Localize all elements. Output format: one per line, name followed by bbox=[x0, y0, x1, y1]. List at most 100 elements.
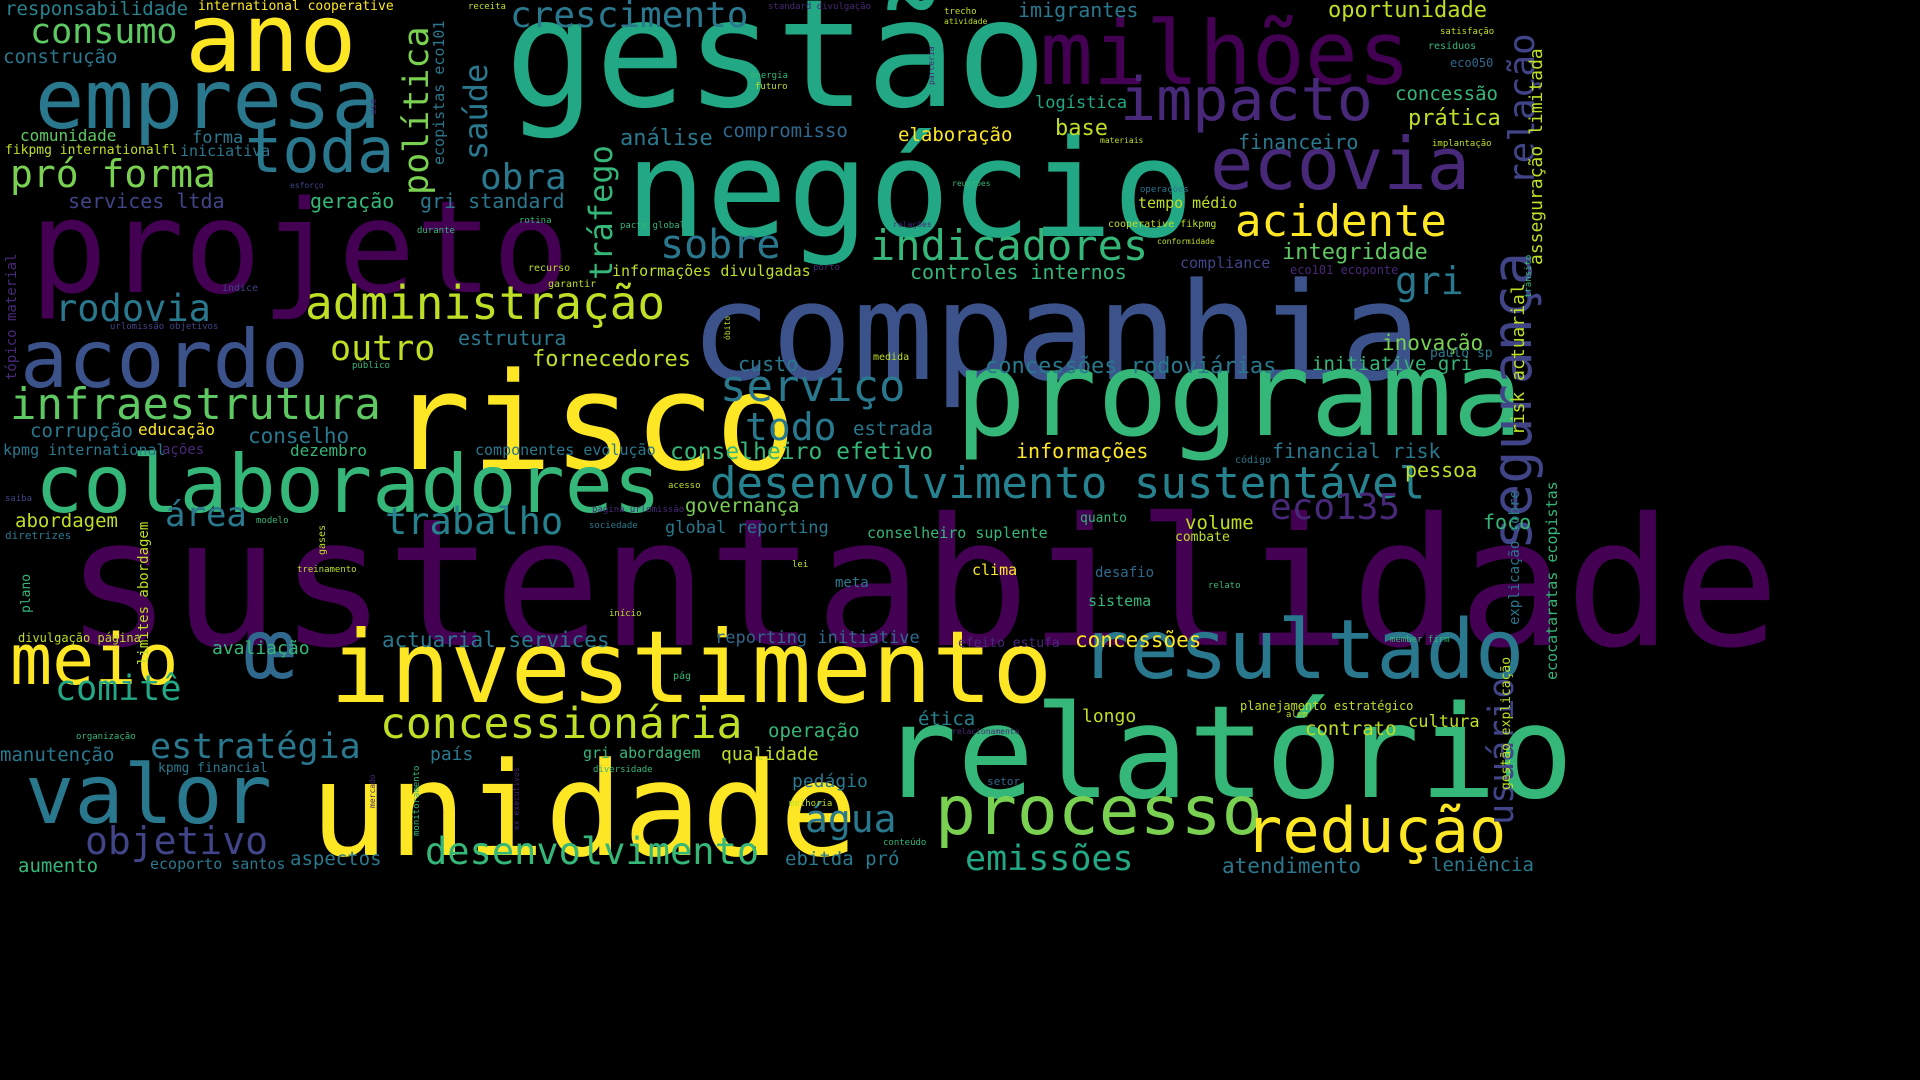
word: operações bbox=[1140, 185, 1189, 195]
word: negócio bbox=[625, 111, 1194, 268]
word: urlomissão objetivos bbox=[110, 322, 219, 332]
word: monitoramento bbox=[412, 765, 422, 836]
word: futuro bbox=[755, 82, 788, 92]
word: relato bbox=[1208, 581, 1241, 591]
word: services ltda bbox=[68, 189, 225, 213]
word: código bbox=[1235, 455, 1272, 466]
word: qualidade bbox=[721, 744, 819, 765]
word: financeiro bbox=[1238, 130, 1359, 154]
word: página urlomissão bbox=[592, 505, 685, 515]
word: valor bbox=[25, 748, 272, 843]
word: gri bbox=[1395, 259, 1464, 303]
word: colaboradores bbox=[35, 438, 662, 531]
word: international cooperative bbox=[198, 0, 394, 14]
word: cooperative fikpmg bbox=[1108, 219, 1217, 230]
word: eco050 bbox=[1450, 56, 1494, 70]
word: milhões bbox=[1040, 2, 1411, 105]
word: companhia bbox=[690, 254, 1422, 411]
word: comunidade bbox=[20, 126, 117, 145]
word: mercado bbox=[368, 774, 377, 808]
word: compliance bbox=[1180, 254, 1271, 272]
word: volume bbox=[1185, 512, 1254, 534]
word: análise bbox=[620, 126, 713, 151]
word: trabalho bbox=[385, 500, 564, 543]
word: ano bbox=[185, 0, 357, 94]
word: componentes evolução bbox=[475, 441, 656, 459]
word: construção bbox=[3, 46, 118, 68]
word: responsabilidade bbox=[5, 0, 189, 20]
word: estrutura bbox=[458, 326, 567, 350]
word: porto bbox=[813, 263, 841, 273]
word: acidente bbox=[1235, 196, 1447, 247]
word: clima bbox=[972, 561, 1018, 579]
word: actuarial services bbox=[382, 628, 610, 652]
word: início bbox=[609, 609, 642, 619]
word: trecho bbox=[944, 7, 977, 17]
word: comitê bbox=[55, 669, 182, 709]
word: ética bbox=[918, 708, 976, 730]
word: materiais bbox=[1100, 136, 1144, 145]
word: estratégia bbox=[150, 727, 361, 767]
word: relatório bbox=[880, 679, 1574, 828]
word: gri standard bbox=[420, 189, 565, 213]
word: trânsito bbox=[1524, 254, 1534, 298]
word: pedágio bbox=[792, 771, 868, 792]
word: gestão bbox=[505, 0, 1047, 142]
word: desafio bbox=[1095, 565, 1155, 581]
word: consumo bbox=[30, 12, 178, 52]
word: conselheiro suplente bbox=[867, 524, 1048, 542]
word: gases bbox=[317, 524, 328, 555]
word: prática bbox=[1408, 106, 1501, 131]
word: informações bbox=[1016, 439, 1149, 463]
word: efeito estufa bbox=[958, 636, 1060, 651]
word: inovação bbox=[1382, 331, 1484, 355]
word: abordagem bbox=[15, 510, 118, 532]
word: emissões bbox=[965, 839, 1134, 879]
word: melhoria bbox=[789, 799, 833, 809]
word: longo bbox=[1082, 706, 1137, 727]
word: uso bbox=[369, 98, 379, 115]
word: resíduos bbox=[1428, 41, 1477, 52]
word: reporting initiative bbox=[715, 628, 920, 648]
word: reuniões bbox=[952, 179, 991, 188]
word: corrupção bbox=[30, 420, 133, 442]
word: governança bbox=[685, 495, 800, 517]
word: empresa bbox=[35, 53, 381, 148]
word: desenvolvimento sustentável bbox=[710, 458, 1426, 509]
word: durante bbox=[417, 226, 455, 236]
word: garantir bbox=[548, 279, 597, 290]
word: dezembro bbox=[290, 441, 368, 460]
word: combate bbox=[1175, 530, 1230, 545]
word: fikpmg internationalfl bbox=[5, 143, 178, 158]
word: tempo médio bbox=[1138, 194, 1238, 212]
word: planejamento estratégico bbox=[1240, 699, 1414, 713]
word: todo bbox=[745, 405, 837, 449]
word: meta bbox=[835, 575, 869, 591]
word: projeto bbox=[30, 174, 570, 323]
word: pág bbox=[673, 671, 692, 682]
word: iniciativa bbox=[180, 142, 271, 160]
word: quanto bbox=[1080, 511, 1127, 526]
word: implantação bbox=[1432, 139, 1492, 149]
word: sociedade bbox=[589, 521, 638, 531]
word: concessão bbox=[1395, 83, 1498, 105]
word: organização bbox=[76, 732, 136, 742]
word: asseguração limitada bbox=[1526, 48, 1547, 265]
word: custo bbox=[738, 352, 799, 376]
word: sustentabilidade bbox=[65, 480, 1780, 687]
word: serviço bbox=[720, 361, 906, 412]
word: pessoa bbox=[1405, 458, 1478, 482]
word: divulgação página bbox=[18, 631, 141, 645]
word: crescimento bbox=[510, 0, 749, 36]
word: resultado bbox=[1080, 603, 1525, 698]
word: concessionária bbox=[380, 699, 743, 749]
word: risco bbox=[390, 344, 797, 501]
word: objetivo bbox=[85, 819, 269, 863]
word: parceria bbox=[927, 46, 936, 85]
word: programa bbox=[955, 325, 1524, 463]
word: global reporting bbox=[665, 518, 829, 538]
word: kpmg international bbox=[3, 441, 166, 459]
word: impacto bbox=[1120, 65, 1373, 135]
word: member firm bbox=[1390, 635, 1450, 645]
